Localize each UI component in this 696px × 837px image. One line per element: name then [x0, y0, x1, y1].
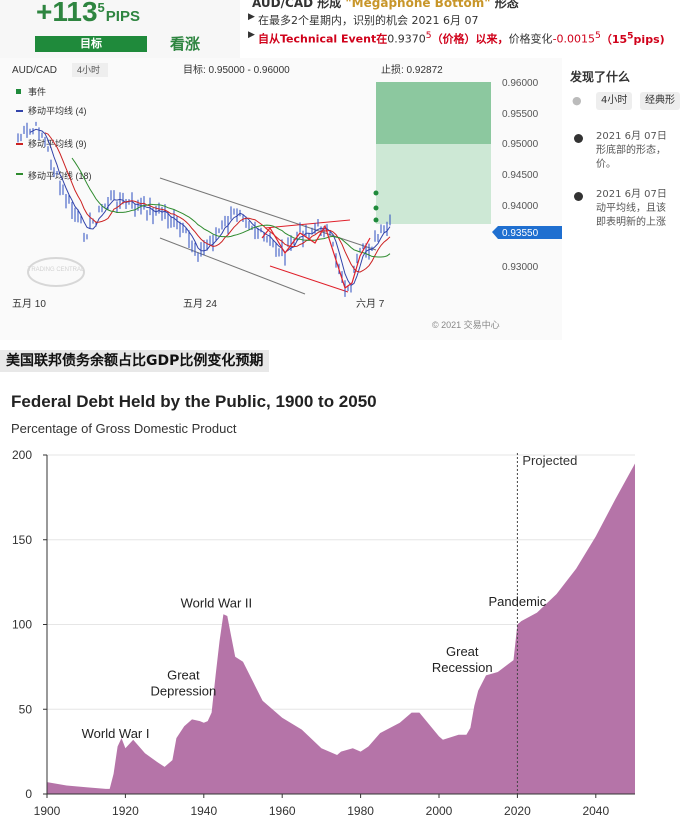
fx-legend: 事件 移动平均线 (4) 移动平均线 (9) 移动平均线 (18)	[16, 86, 92, 181]
megaphone-lower-line	[269, 265, 349, 293]
annotation-label: World War II	[181, 596, 253, 611]
timeframe-button[interactable]	[72, 63, 108, 77]
section-caption: 美国联邦债务余额占比GDP比例变化预期	[0, 350, 270, 372]
event-item: 2021 6月 07日 动平均线，且该 即表明新的上涨	[596, 189, 667, 228]
event-marker[interactable]	[373, 205, 379, 211]
pattern-title: AUD/CAD 形成 "Megaphone Bottom" 形态	[252, 0, 519, 10]
svg-text:TRADING CENTRAL: TRADING CENTRAL	[28, 267, 85, 273]
signal-info: AUD/CAD 形成 "Megaphone Bottom" 形态 ▶ 在最多2个星…	[244, 0, 696, 58]
debt-chart: Projected 0 50 100 150 200 1900 1920 1940 1960 19…	[12, 448, 635, 818]
current-price-flag	[492, 226, 562, 239]
target-zone-lower	[376, 144, 491, 224]
tag-pattern[interactable]: 经典形	[640, 92, 680, 110]
x-tick-label: 1940	[190, 804, 217, 818]
y-tick: 0.96000	[502, 78, 539, 89]
info-line-2: ▶ 自从Technical Event在0.93705（价格）以来，价格变化-0.…	[248, 30, 665, 46]
x-tick-label: 1920	[112, 804, 139, 818]
findings-panel: 发现了什么 ● 4小时 经典形 2021 6月 07日 形底部的形态， 价。 202…	[562, 58, 696, 340]
event-marker[interactable]	[373, 190, 379, 196]
legend-swatch-event	[16, 89, 21, 94]
y-tick: 0.94000	[502, 201, 539, 212]
event-bullet-icon	[574, 134, 583, 143]
chart-title: Federal Debt Held by the Public, 1900 to…	[11, 392, 377, 411]
fx-stop: 止损: 0.92872	[381, 63, 443, 76]
findings-heading: 发现了什么	[570, 70, 631, 84]
channel-line-bottom	[159, 237, 306, 295]
annotation-label: Great	[167, 668, 200, 683]
legend-swatch-ma4	[16, 110, 23, 112]
current-price: 0.93550	[502, 228, 539, 239]
annotation-label: Recession	[432, 660, 493, 675]
event-marker[interactable]	[373, 217, 379, 223]
x-tick: 六月 7	[356, 298, 385, 310]
ma4-line	[29, 128, 391, 287]
fx-y-axis: 0.96000 0.95500 0.95000 0.94500 0.94000 …	[502, 78, 539, 273]
tag-icon: ●	[572, 94, 582, 107]
y-tick-label: 0	[25, 787, 32, 801]
legend-swatch-ma18	[16, 173, 23, 175]
x-tick: 五月 24	[183, 298, 217, 310]
forex-chart: AUD/CAD 4小时 目标: 0.95000 - 0.96000 止损: 0.…	[0, 58, 562, 340]
x-tick-label: 1960	[269, 804, 296, 818]
info-line-1: ▶ 在最多2个星期内，识别的机会 2021 6月 07	[248, 12, 479, 27]
event-bullet-icon	[574, 192, 583, 201]
y-tick: 0.94500	[502, 170, 539, 181]
y-tick: 0.95500	[502, 109, 539, 120]
y-tick-label: 100	[12, 618, 32, 632]
axes: 0 50 100 150 200 1900 1920 1940 1960 1980 2000 2020…	[12, 448, 635, 818]
x-tick-label: 1900	[34, 804, 61, 818]
fx-symbol: AUD/CAD	[12, 65, 57, 76]
annotation-label: Great	[446, 644, 479, 659]
x-tick-label: 2040	[582, 804, 609, 818]
target-zone-upper	[376, 82, 491, 144]
bullet-icon: ▶	[248, 12, 255, 22]
fx-target: 目标: 0.95000 - 0.96000	[183, 64, 290, 76]
y-tick-label: 200	[12, 448, 32, 462]
chart-subtitle: Percentage of Gross Domestic Product	[11, 421, 237, 436]
annotation-label: Pandemic	[488, 594, 546, 609]
watermark-logo: TRADING CENTRAL	[27, 257, 85, 287]
tag-timeframe[interactable]: 4小时	[596, 92, 633, 110]
y-tick: 0.93000	[502, 262, 539, 273]
annotation-label: World War I	[82, 726, 150, 741]
event-item: 2021 6月 07日 形底部的形态， 价。	[596, 131, 667, 170]
legend-item: 移动平均线 (18)	[28, 170, 92, 181]
x-tick: 五月 10	[12, 298, 46, 310]
pips-value: +1135PIPS	[36, 0, 140, 27]
bullish-label: 看涨	[170, 35, 201, 53]
forex-signal-panel: +1135PIPS 目标 看涨 AUD/CAD 形成 "Megaphone Bo…	[0, 0, 696, 340]
y-tick: 0.95000	[502, 139, 539, 150]
ma18-line	[71, 157, 391, 258]
fx-timeframe[interactable]: 4小时	[77, 64, 100, 75]
legend-item: 移动平均线 (9)	[28, 138, 87, 149]
y-tick-label: 150	[12, 533, 32, 547]
megaphone-pattern	[261, 224, 371, 289]
target-badge: 目标	[35, 36, 147, 52]
bullet-icon: ▶	[248, 30, 255, 40]
annotation-label: Depression	[150, 684, 216, 699]
legend-swatch-ma9	[16, 143, 23, 145]
debt-area	[47, 463, 635, 794]
debt-chart-card: Projected 0 50 100 150 200 1900 1920 1940 1960 19…	[0, 380, 672, 837]
copyright: © 2021 交易中心	[432, 319, 500, 330]
ma9-line	[44, 132, 391, 273]
legend-item: 事件	[28, 86, 46, 97]
legend-item: 移动平均线 (4)	[28, 105, 87, 116]
x-tick-label: 2000	[426, 804, 453, 818]
megaphone-upper-line	[264, 219, 351, 229]
signal-box: +1135PIPS 目标 看涨	[0, 0, 240, 58]
x-tick-label: 1980	[347, 804, 374, 818]
x-tick-label: 2020	[504, 804, 531, 818]
projection-label: Projected	[522, 453, 577, 468]
y-tick-label: 50	[19, 702, 33, 716]
